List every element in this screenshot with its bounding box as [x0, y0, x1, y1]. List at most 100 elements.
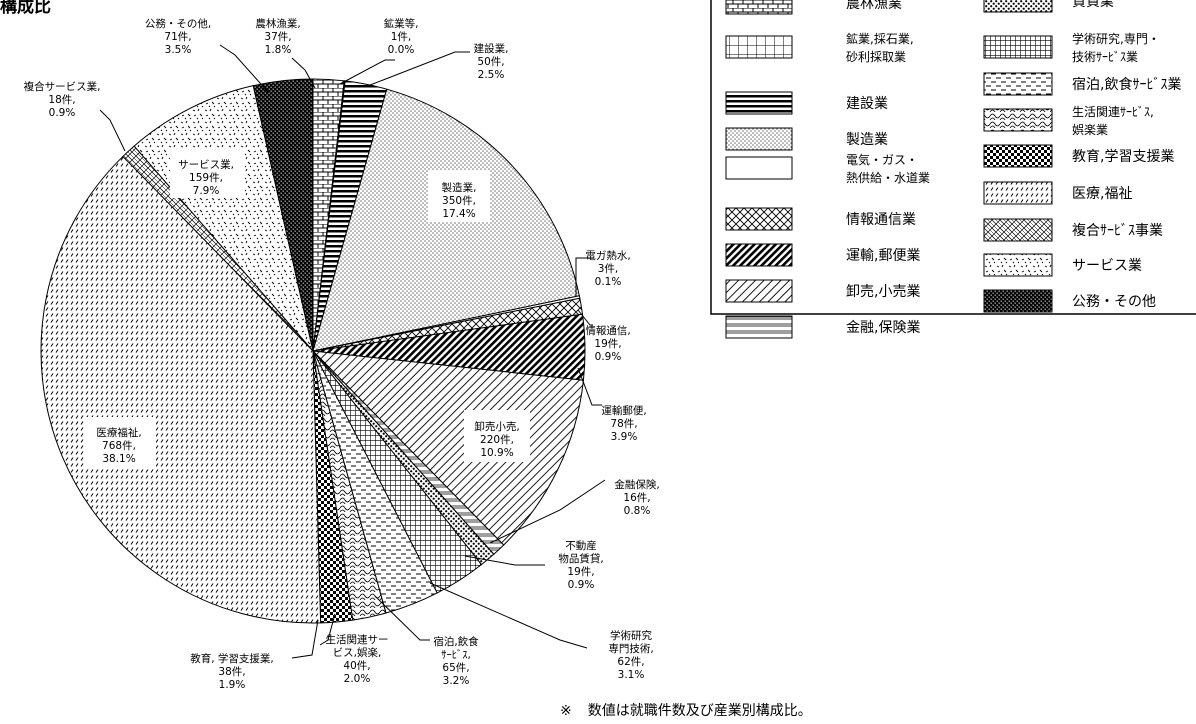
legend-label-line: 砂利採取業 — [846, 50, 906, 64]
legend-label-right-8: 公務・その他 — [1072, 294, 1156, 310]
data-label-joho: 情報通信, 19件, 0.9% — [585, 324, 630, 363]
data-label-oroshi: 卸売小売, 220件, 10.9% — [474, 420, 519, 459]
legend-label-line: 生活関連ｻｰﾋﾞｽ, — [1072, 105, 1154, 119]
legend-swatch-left-2 — [725, 91, 793, 115]
data-label-line: 1.9% — [219, 679, 246, 691]
leader-line-nourin — [291, 57, 316, 89]
legend-label-left-1: 鉱業,採石業, 砂利採取業 — [846, 31, 914, 64]
data-label-line: 71件, — [164, 31, 191, 43]
data-label-line: 0.0% — [388, 44, 415, 56]
data-label-line: 19件, — [594, 338, 621, 350]
data-label-line: 38件, — [218, 666, 245, 678]
leader-line-kogyo — [339, 59, 395, 85]
data-label-line: 37件, — [264, 31, 291, 43]
data-label-fukugo: 複合サービス業, 18件, 0.9% — [24, 80, 101, 119]
leader-line-shukuhaku — [374, 595, 430, 641]
leader-line-unyu — [577, 367, 602, 406]
legend-label-right-6: 複合ｻｰﾋﾞｽ事業 — [1072, 222, 1163, 239]
pie-slice-iryo — [40, 155, 322, 624]
legend-label-left-2: 建設業 — [846, 96, 888, 112]
legend-label-right-5: 医療,福祉 — [1072, 185, 1132, 202]
legend-label-line: 医療,福祉 — [1072, 185, 1132, 202]
data-label-gakujutsu: 学術研究専門技術, 62件, 3.1% — [608, 629, 653, 681]
data-label-denki: 電ガ熱水, 3件, 0.1% — [585, 249, 630, 288]
legend-label-line: 運輸,郵便業 — [846, 248, 920, 264]
data-label-line: 10.9% — [480, 447, 513, 459]
data-label-line: 16件, — [623, 492, 650, 504]
data-label-line: 学術研究 — [610, 629, 652, 642]
data-label-line: 350件, — [442, 195, 476, 207]
data-label-line: 18件, — [48, 94, 75, 106]
data-label-line: 運輸郵便, — [601, 404, 646, 417]
legend-label-left-4: 電気・ガス・熱供給・水道業 — [846, 152, 930, 185]
legend-label-line: 学術研究,専門・ — [1072, 31, 1160, 46]
legend-label-left-5: 情報通信業 — [846, 212, 916, 228]
legend-label-right-2: 宿泊,飲食ｻｰﾋﾞｽ業 — [1072, 76, 1181, 93]
data-label-line: 1.8% — [265, 44, 292, 56]
pie-slice-komu — [252, 78, 314, 352]
data-label-line: 3.9% — [611, 431, 638, 443]
data-label-line: 宿泊,飲食 — [433, 635, 479, 648]
legend-swatch-right-3 — [983, 108, 1053, 132]
leader-line-joho — [577, 309, 593, 326]
pie-slice-oroshi — [311, 350, 584, 546]
leader-line-komu — [219, 44, 269, 93]
legend-swatch-right-6 — [983, 218, 1053, 242]
data-label-line: 専門技術, — [608, 642, 653, 655]
data-label-line: 3件, — [598, 263, 619, 275]
legend-swatch-left-5 — [725, 207, 793, 231]
legend-label-line: 建設業 — [846, 96, 888, 112]
data-label-line: 62件, — [617, 656, 644, 668]
data-label-bg-seizo — [428, 170, 490, 222]
data-label-line: 電ガ熱水, — [585, 249, 630, 262]
legend-swatch-right-4 — [983, 144, 1053, 168]
data-label-line: 0.9% — [568, 579, 595, 591]
data-label-line: 2.5% — [478, 69, 505, 81]
data-label-line: 建設業, — [474, 42, 509, 55]
legend-label-line: サービス業 — [1072, 258, 1142, 274]
data-label-line: 複合サービス業, — [24, 80, 101, 93]
leader-line-kensetsu — [364, 51, 470, 88]
data-label-fudosan: 不動産物品賃貸, 19件, 0.9% — [558, 539, 603, 591]
data-label-line: 0.9% — [49, 107, 76, 119]
data-label-line: 0.1% — [595, 276, 622, 288]
legend-label-left-0: 農林漁業 — [846, 0, 902, 12]
legend-swatch-right-2 — [983, 72, 1053, 96]
legend-swatch-right-0 — [983, 0, 1053, 13]
data-label-kyoiku: 教育, 学習支援業, 38件, 1.9% — [190, 652, 274, 691]
data-label-line: 公務・その他, — [145, 17, 211, 30]
legend-label-line: 教育,学習支援業 — [1072, 149, 1174, 165]
legend-label-right-3: 生活関連ｻｰﾋﾞｽ, 娯楽業 — [1072, 105, 1154, 137]
legend-label-left-8: 金融,保険業 — [846, 320, 920, 336]
data-label-seizo: 製造業, 350件, 17.4% — [442, 181, 477, 220]
leader-line-fudosan — [464, 555, 545, 566]
data-label-unyu: 運輸郵便, 78件, 3.9% — [601, 404, 646, 443]
data-label-line: 金融保険, — [614, 478, 659, 491]
chart-title-fragment: 構成比 — [0, 0, 51, 17]
legend-label-line: 娯楽業 — [1072, 123, 1108, 137]
data-label-service: サービス業, 159件, 7.9% — [178, 158, 234, 197]
data-label-line: 65件, — [442, 662, 469, 674]
data-label-line: 159件, — [189, 172, 223, 184]
data-label-line: 768件, — [102, 440, 136, 452]
data-label-nourin: 農林漁業, 37件, 1.8% — [255, 17, 300, 56]
data-label-bg-oroshi — [464, 410, 530, 462]
data-label-line: 19件, — [567, 566, 594, 578]
footnote: ※ 数値は就職件数及び産業別構成比。 — [560, 700, 828, 720]
legend-label-line: 製造業 — [846, 132, 888, 148]
data-label-line: 製造業, — [442, 181, 477, 194]
data-label-line: ｻｰﾋﾞｽ, — [441, 649, 471, 661]
legend-swatch-left-3 — [725, 127, 793, 151]
legend-label-right-4: 教育,学習支援業 — [1072, 149, 1174, 165]
data-label-line: 2.0% — [344, 673, 371, 685]
legend-label-line: 公務・その他 — [1072, 294, 1156, 310]
legend-swatch-left-6 — [725, 243, 793, 267]
leader-line-gakujutsu — [429, 582, 588, 649]
data-label-kensetsu: 建設業, 50件, 2.5% — [474, 42, 509, 81]
legend-label-line: 情報通信業 — [846, 212, 916, 228]
leader-line-kinyu — [489, 479, 606, 544]
data-label-bg-iryo — [84, 417, 156, 469]
legend-label-line: 電気・ガス・ — [846, 152, 918, 167]
data-label-line: 78件, — [610, 418, 637, 430]
